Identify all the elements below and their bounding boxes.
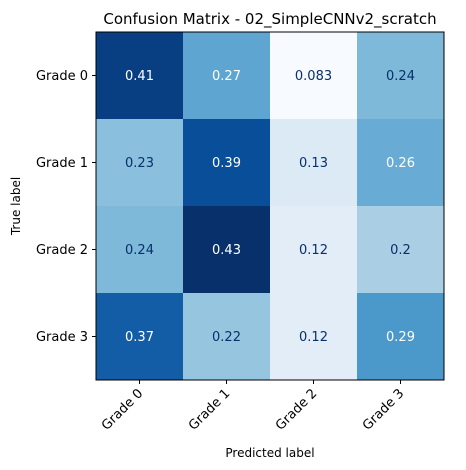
x-tick-label: Grade 2 — [273, 386, 320, 433]
cell-value-label: 0.24 — [125, 243, 154, 258]
cell-value-label: 0.12 — [299, 330, 328, 345]
heatmap-cell — [357, 293, 445, 381]
cell-value-label: 0.22 — [212, 330, 241, 345]
cell-value-label: 0.13 — [299, 156, 328, 171]
cell-value-label: 0.24 — [386, 69, 415, 84]
cell-value-label: 0.23 — [125, 156, 154, 171]
heatmap-cell — [183, 32, 271, 120]
heatmap-cell — [270, 32, 358, 120]
heatmap-cells — [96, 32, 445, 381]
y-tick-label: Grade 1 — [36, 156, 88, 171]
cell-value-label: 0.26 — [386, 156, 415, 171]
cell-value-label: 0.27 — [212, 69, 241, 84]
heatmap-cell — [183, 293, 271, 381]
cell-value-label: 0.37 — [125, 330, 154, 345]
y-tick-label: Grade 3 — [36, 330, 88, 345]
x-axis-ticks: Grade 0 Grade 1 Grade 2 Grade 3 — [99, 380, 407, 434]
cell-value-label: 0.12 — [299, 243, 328, 258]
chart-title: Confusion Matrix - 02_SimpleCNNv2_scratc… — [103, 10, 436, 29]
cell-value-label: 0.29 — [386, 330, 415, 345]
heatmap-cell — [357, 119, 445, 207]
heatmap-cell — [96, 293, 184, 381]
y-axis-ticks: Grade 0 Grade 1 Grade 2 Grade 3 — [36, 69, 96, 345]
cell-value-label: 0.39 — [212, 156, 241, 171]
y-axis-label: True label — [9, 177, 23, 236]
heatmap-cell — [357, 32, 445, 120]
x-tick-label: Grade 1 — [186, 386, 233, 433]
cell-value-label: 0.43 — [212, 243, 241, 258]
heatmap-cell — [96, 119, 184, 207]
heatmap-cell-labels: 0.41 0.27 0.083 0.24 0.23 0.39 0.13 0.26 0.24 0.4… — [125, 69, 415, 345]
y-tick-label: Grade 0 — [36, 69, 88, 84]
x-tick-label: Grade 0 — [99, 386, 146, 433]
cell-value-label: 0.083 — [295, 69, 332, 84]
heatmap-cell — [183, 119, 271, 207]
heatmap-cell — [96, 206, 184, 294]
heatmap-cell — [96, 32, 184, 120]
heatmap-cell — [357, 206, 445, 294]
heatmap-cell — [270, 206, 358, 294]
heatmap-cell — [183, 206, 271, 294]
heatmap-cell — [270, 119, 358, 207]
x-axis-label: Predicted label — [225, 446, 314, 460]
cell-value-label: 0.2 — [390, 243, 411, 258]
cell-value-label: 0.41 — [125, 69, 154, 84]
x-tick-label: Grade 3 — [360, 386, 407, 433]
y-tick-label: Grade 2 — [36, 243, 88, 258]
plot-frame — [95, 31, 445, 381]
heatmap-cell — [270, 293, 358, 381]
